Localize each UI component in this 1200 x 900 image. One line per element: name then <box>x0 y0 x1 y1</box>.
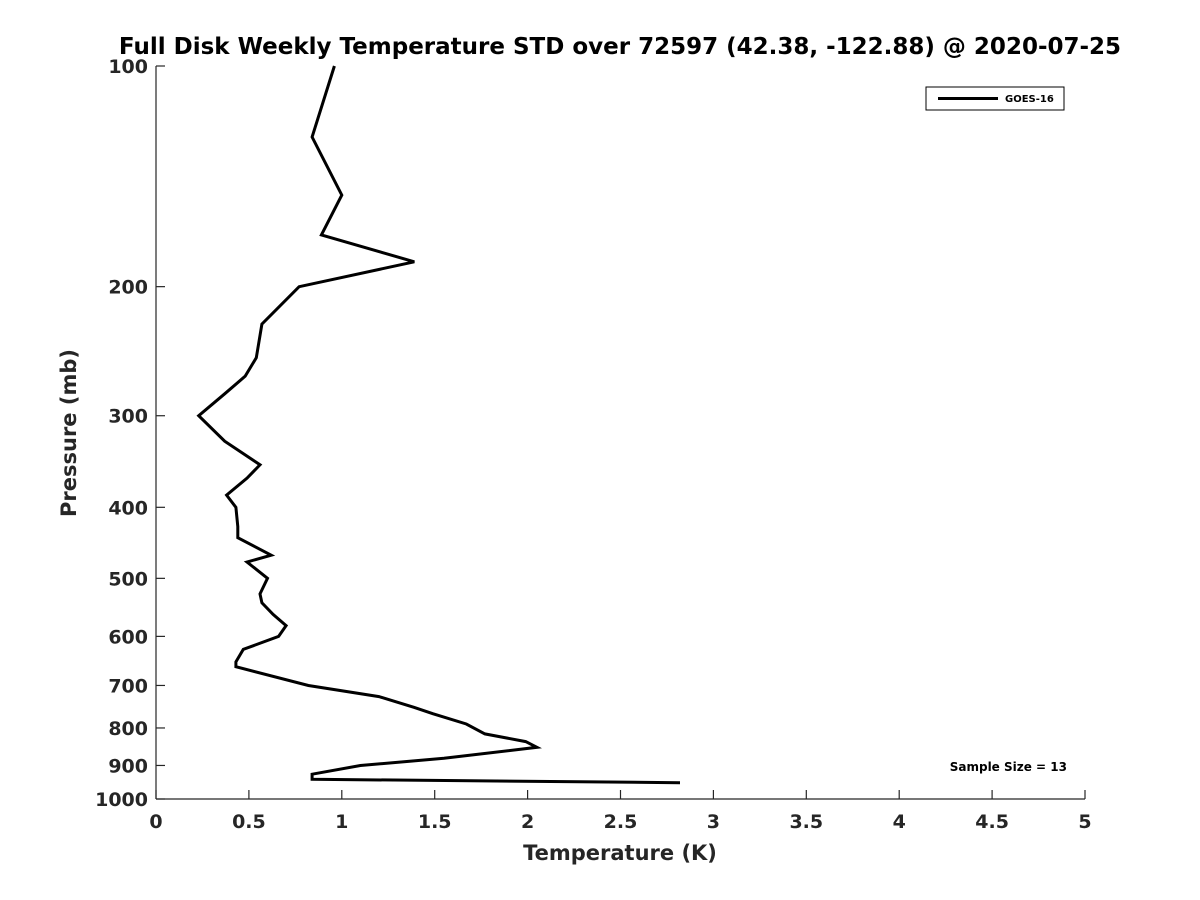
x-tick-label: 2 <box>521 811 534 833</box>
y-tick-label: 300 <box>108 406 148 428</box>
y-tick-label: 1000 <box>95 789 148 811</box>
y-tick-label: 200 <box>108 277 148 299</box>
y-axis-ticks: 100 200 300 400 500 600 700 800 900 1000 <box>95 56 165 811</box>
sample-size-annotation: Sample Size = 13 <box>950 760 1067 774</box>
x-axis-label: Temperature (K) <box>523 841 717 865</box>
x-tick-label: 5 <box>1078 811 1091 833</box>
x-tick-label: 3 <box>707 811 720 833</box>
series-line-goes-16 <box>196 65 681 785</box>
x-axis-ticks: 0 0.5 1 1.5 2 2.5 3 3.5 4 4.5 5 <box>149 790 1092 833</box>
y-tick-label: 800 <box>108 718 148 740</box>
x-tick-label: 0 <box>149 811 162 833</box>
y-tick-label: 100 <box>108 56 148 78</box>
y-tick-label: 700 <box>108 675 148 697</box>
x-tick-label: 3.5 <box>789 811 823 833</box>
x-tick-label: 1 <box>335 811 348 833</box>
y-axis-label: Pressure (mb) <box>57 349 81 517</box>
legend-label-goes-16: GOES-16 <box>1005 94 1054 105</box>
x-tick-label: 0.5 <box>232 811 266 833</box>
chart-title: Full Disk Weekly Temperature STD over 72… <box>119 34 1121 60</box>
y-tick-label: 500 <box>108 568 148 590</box>
y-tick-label: 900 <box>108 755 148 777</box>
legend: GOES-16 <box>925 86 1065 111</box>
y-tick-label: 400 <box>108 497 148 519</box>
y-tick-label: 600 <box>108 626 148 648</box>
series-layer <box>196 65 681 785</box>
x-tick-label: 4 <box>893 811 906 833</box>
x-tick-label: 2.5 <box>604 811 638 833</box>
x-tick-label: 1.5 <box>418 811 452 833</box>
x-tick-label: 4.5 <box>975 811 1009 833</box>
